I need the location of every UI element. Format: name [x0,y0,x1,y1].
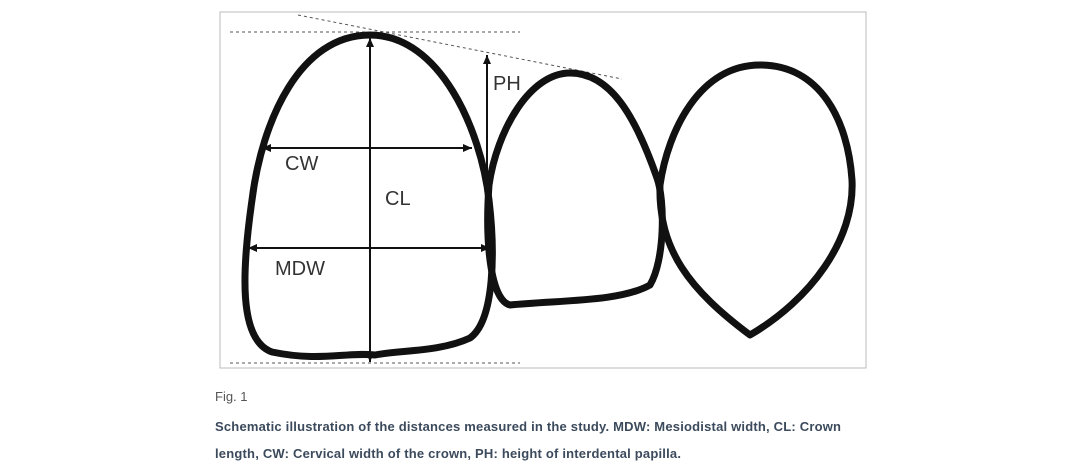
mdw-label: MDW [275,258,325,280]
figure-label: Fig. 1 [215,389,248,404]
figure-caption: Schematic illustration of the distances … [215,419,842,461]
teeth [241,31,856,361]
frame [219,11,867,369]
ph-label: PH [493,73,521,95]
cw-label: CW [285,153,318,175]
central-incisor [241,31,496,361]
cl-label: CL [385,188,411,210]
lateral-incisor [484,69,666,309]
canine [656,61,856,339]
diagram: CW CL MDW PH [219,11,867,369]
measurements [248,38,491,362]
